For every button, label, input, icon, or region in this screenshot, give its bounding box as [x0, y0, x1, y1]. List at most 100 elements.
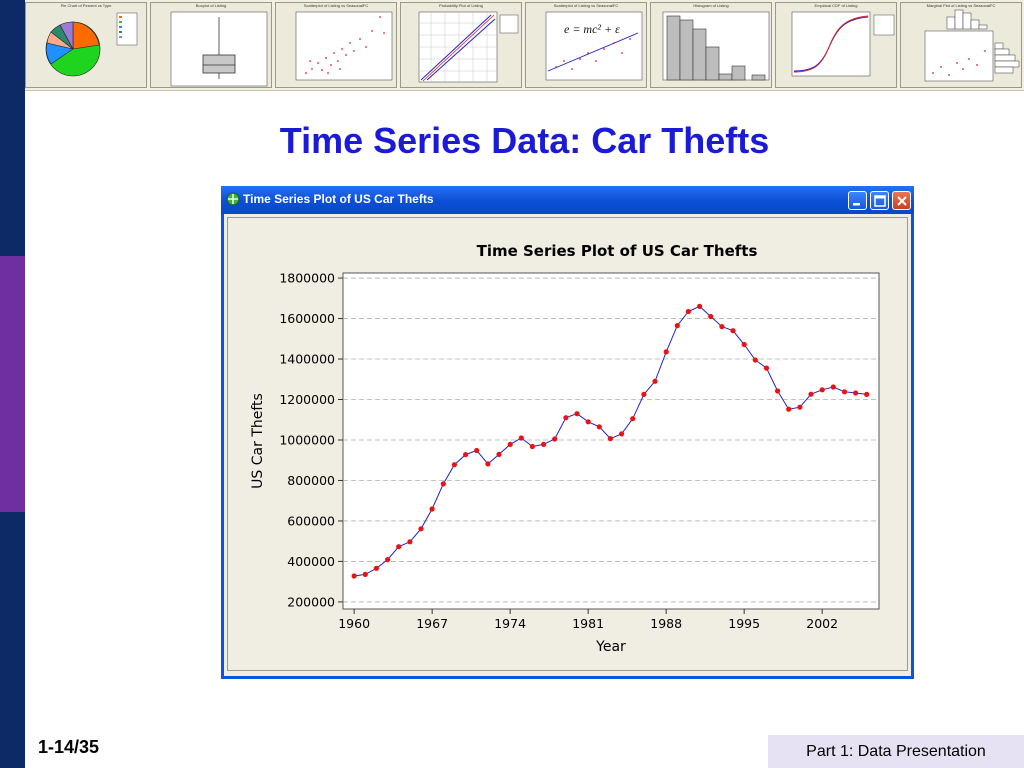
data-point — [463, 452, 469, 458]
y-tick-label: 200000 — [287, 594, 335, 609]
histogram-icon — [662, 11, 770, 81]
data-point — [407, 539, 413, 545]
x-axis-ticks: 1960 1967 1974 1981 1988 1995 2002 — [338, 609, 838, 631]
thumbnail-title: Pie Chart of Percent vs Type — [60, 4, 112, 8]
data-point — [474, 447, 480, 454]
data-point — [362, 571, 368, 577]
data-point — [418, 526, 424, 532]
gridlines — [343, 277, 879, 603]
data-point — [585, 419, 591, 425]
data-point — [719, 324, 725, 330]
boxplot-icon — [170, 11, 268, 87]
data-point — [708, 313, 714, 320]
maximize-button[interactable] — [870, 191, 889, 210]
series-markers — [351, 303, 870, 579]
window-client-area: Time Series Plot of US Car Thefts 200000… — [224, 214, 911, 676]
thumbnail-probability-plot: Probability Plot of Listing — [400, 2, 522, 88]
app-icon — [226, 192, 240, 206]
window-titlebar[interactable]: Time Series Plot of US Car Thefts — [221, 186, 914, 214]
data-point — [819, 387, 825, 393]
data-point — [396, 544, 402, 550]
data-point — [373, 565, 379, 571]
thumbnail-title: Marginal Plot of Listing vs SeasonalFC — [926, 4, 996, 8]
data-point — [574, 411, 580, 417]
data-point — [797, 404, 803, 410]
data-point — [563, 415, 569, 421]
x-tick-label: 1960 — [338, 616, 370, 631]
y-tick-label: 1400000 — [279, 352, 335, 367]
close-button[interactable] — [892, 191, 911, 210]
data-point — [853, 390, 859, 396]
minimize-button[interactable] — [848, 191, 867, 210]
minimize-icon — [853, 203, 860, 206]
data-point — [385, 557, 391, 563]
regression-plot-icon: e = mc² + ε — [545, 11, 643, 81]
data-point — [763, 365, 770, 371]
data-point — [507, 441, 513, 447]
data-point — [697, 303, 703, 309]
data-point — [685, 308, 691, 315]
thumbnail-strip: Pie Chart of Percent vs Type Boxplot of … — [25, 0, 1024, 91]
plot-window[interactable]: Time Series Plot of US Car Thefts Time S… — [221, 186, 914, 679]
thumbnail-title: Probability Plot of Listing — [439, 4, 483, 8]
window-title: Time Series Plot of US Car Thefts — [243, 192, 434, 206]
y-tick-label: 1200000 — [279, 392, 335, 407]
thumbnail-ecdf: Empirical CDF of Listing — [775, 2, 897, 88]
regression-formula: e = mc² + ε — [564, 22, 620, 36]
maximize-icon — [874, 195, 886, 207]
close-icon — [897, 196, 907, 206]
y-tick-label: 800000 — [287, 473, 335, 488]
thumbnail-scatterplot: Scatterplot of Listing vs SeasonalFC — [275, 2, 397, 88]
thumbnail-title: Boxplot of Listing — [195, 4, 227, 8]
data-point — [541, 441, 547, 447]
x-axis-label: Year — [595, 639, 626, 655]
x-tick-label: 1988 — [650, 616, 682, 631]
marginal-plot-icon — [924, 9, 1020, 82]
data-point — [607, 436, 613, 442]
data-point — [630, 416, 636, 422]
thumbnail-marginal-plot: Marginal Plot of Listing vs SeasonalFC — [900, 2, 1022, 88]
data-point — [518, 435, 524, 441]
data-point — [440, 481, 446, 487]
x-tick-label: 1981 — [572, 616, 604, 631]
x-tick-label: 1974 — [494, 616, 526, 631]
thumbnail-title: Histogram of Listing — [693, 4, 729, 8]
ecdf-icon — [791, 11, 895, 77]
data-point — [529, 443, 535, 450]
data-point — [674, 323, 680, 329]
left-bar-purple-band — [0, 256, 25, 512]
data-point — [730, 328, 736, 334]
x-tick-label: 1967 — [416, 616, 448, 631]
data-point — [841, 389, 848, 395]
data-point — [619, 431, 625, 437]
data-point — [429, 506, 435, 512]
data-point — [451, 462, 457, 468]
time-series-chart: Time Series Plot of US Car Thefts 200000… — [250, 242, 880, 655]
y-tick-label: 1800000 — [279, 271, 335, 286]
data-point — [864, 391, 870, 397]
data-point — [786, 406, 792, 412]
data-point — [830, 384, 836, 390]
data-point — [652, 378, 658, 384]
thumbnail-title: Scatterplot of Listing vs SeasonalFC — [553, 4, 619, 8]
y-tick-label: 1600000 — [279, 311, 335, 326]
chart-frame: Time Series Plot of US Car Thefts 200000… — [227, 217, 908, 671]
x-tick-label: 2002 — [806, 616, 838, 631]
data-point — [552, 436, 558, 442]
y-axis-ticks: 200000 400000 600000 800000 1000000 1200000 14… — [279, 271, 343, 609]
thumbnail-regression-plot: Scatterplot of Listing vs SeasonalFC e =… — [525, 2, 647, 88]
data-point — [741, 341, 747, 348]
y-tick-label: 400000 — [287, 554, 335, 569]
thumbnail-pie-chart: Pie Chart of Percent vs Type — [25, 2, 147, 88]
scatterplot-icon — [295, 11, 393, 81]
y-tick-label: 600000 — [287, 513, 335, 528]
data-point — [775, 388, 781, 394]
chart-title: Time Series Plot of US Car Thefts — [477, 242, 758, 260]
data-point — [752, 357, 758, 363]
data-point — [663, 349, 669, 355]
x-tick-label: 1995 — [728, 616, 760, 631]
y-axis-label: US Car Thefts — [250, 393, 266, 489]
data-point — [485, 461, 491, 467]
thumbnail-title: Scatterplot of Listing vs SeasonalFC — [303, 4, 369, 8]
page-number: 1-14/35 — [38, 737, 100, 757]
